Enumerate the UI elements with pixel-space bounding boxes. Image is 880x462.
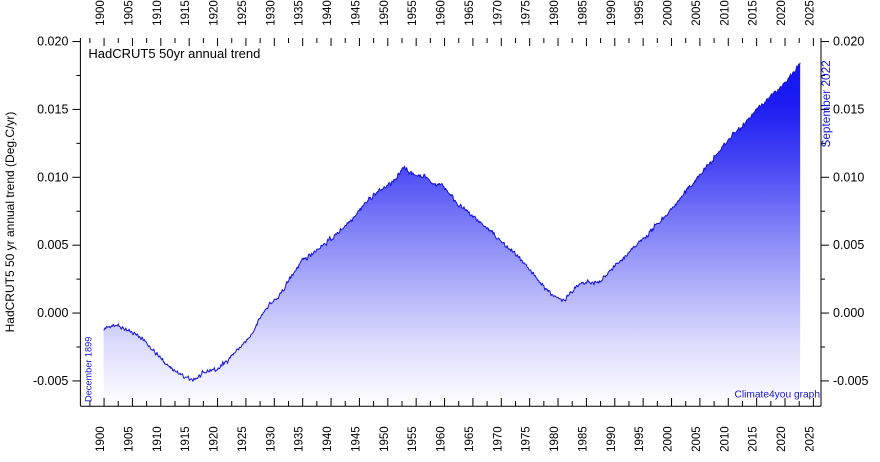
svg-text:1980: 1980: [549, 426, 561, 452]
svg-text:HadCRUT5 50 yr annual trend (D: HadCRUT5 50 yr annual trend (Deg.C/yr): [3, 112, 17, 333]
svg-text:0.015: 0.015: [37, 102, 68, 116]
svg-text:2020: 2020: [776, 0, 788, 26]
svg-text:1955: 1955: [407, 426, 419, 452]
svg-text:1955: 1955: [407, 0, 419, 26]
svg-text:1995: 1995: [634, 0, 646, 26]
svg-text:0.020: 0.020: [833, 35, 864, 49]
svg-text:1970: 1970: [492, 426, 504, 452]
svg-text:1910: 1910: [152, 426, 164, 452]
svg-text:2000: 2000: [663, 0, 675, 26]
svg-text:2005: 2005: [691, 426, 703, 452]
svg-text:1905: 1905: [123, 426, 135, 452]
svg-text:2015: 2015: [748, 0, 760, 26]
svg-text:1990: 1990: [606, 0, 618, 26]
svg-text:1960: 1960: [436, 426, 448, 452]
svg-text:2025: 2025: [804, 0, 816, 26]
svg-text:1965: 1965: [464, 426, 476, 452]
svg-text:1935: 1935: [294, 426, 306, 452]
svg-text:1940: 1940: [322, 0, 334, 26]
svg-text:1940: 1940: [322, 426, 334, 452]
svg-text:1930: 1930: [265, 0, 277, 26]
svg-text:1960: 1960: [436, 0, 448, 26]
svg-text:2015: 2015: [748, 426, 760, 452]
svg-text:0.000: 0.000: [833, 306, 864, 320]
svg-text:1985: 1985: [577, 0, 589, 26]
svg-text:2005: 2005: [691, 0, 703, 26]
svg-text:1925: 1925: [237, 0, 249, 26]
svg-text:1900: 1900: [95, 0, 107, 26]
svg-text:1950: 1950: [379, 0, 391, 26]
svg-text:0.020: 0.020: [37, 35, 68, 49]
svg-text:December 1899: December 1899: [84, 337, 94, 402]
svg-text:1900: 1900: [95, 426, 107, 452]
svg-text:0.005: 0.005: [833, 238, 864, 252]
svg-text:HadCRUT5 50yr annual trend: HadCRUT5 50yr annual trend: [88, 46, 260, 61]
svg-text:1950: 1950: [379, 426, 391, 452]
svg-text:1970: 1970: [492, 0, 504, 26]
svg-text:0.015: 0.015: [833, 102, 864, 116]
svg-text:1945: 1945: [350, 426, 362, 452]
svg-text:0.005: 0.005: [37, 238, 68, 252]
svg-text:1930: 1930: [265, 426, 277, 452]
svg-text:1915: 1915: [180, 426, 192, 452]
svg-text:1910: 1910: [152, 0, 164, 26]
svg-text:1990: 1990: [606, 426, 618, 452]
svg-text:2010: 2010: [719, 0, 731, 26]
svg-text:1925: 1925: [237, 426, 249, 452]
svg-text:-0.005: -0.005: [833, 374, 868, 388]
svg-text:2025: 2025: [804, 426, 816, 452]
svg-text:1920: 1920: [209, 0, 221, 26]
svg-text:-0.005: -0.005: [33, 374, 68, 388]
svg-text:1975: 1975: [521, 0, 533, 26]
svg-text:0.010: 0.010: [37, 170, 68, 184]
svg-text:0.010: 0.010: [833, 170, 864, 184]
svg-text:2020: 2020: [776, 426, 788, 452]
svg-text:1920: 1920: [209, 426, 221, 452]
svg-text:1915: 1915: [180, 0, 192, 26]
svg-text:2010: 2010: [719, 426, 731, 452]
svg-text:Climate4you graph: Climate4you graph: [734, 389, 820, 400]
svg-text:1965: 1965: [464, 0, 476, 26]
svg-text:September 2022: September 2022: [819, 60, 833, 147]
svg-text:1975: 1975: [521, 426, 533, 452]
svg-text:1980: 1980: [549, 0, 561, 26]
svg-text:2000: 2000: [663, 426, 675, 452]
svg-text:1995: 1995: [634, 426, 646, 452]
svg-text:1905: 1905: [123, 0, 135, 26]
svg-text:1945: 1945: [350, 0, 362, 26]
svg-text:0.000: 0.000: [37, 306, 68, 320]
svg-text:1935: 1935: [294, 0, 306, 26]
svg-text:1985: 1985: [577, 426, 589, 452]
